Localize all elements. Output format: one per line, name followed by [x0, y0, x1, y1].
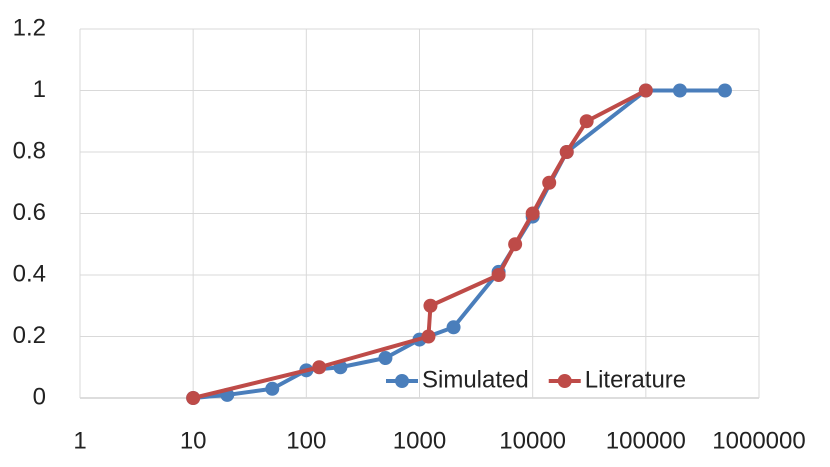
legend-marker — [395, 374, 409, 388]
data-point — [525, 206, 540, 221]
data-point — [672, 83, 687, 98]
y-tick-label: 1 — [33, 76, 46, 103]
data-point — [378, 351, 393, 366]
x-tick-label: 1 — [73, 427, 86, 454]
data-point — [265, 381, 280, 396]
series-line — [192, 88, 725, 400]
data-point — [186, 391, 201, 405]
data-point — [446, 320, 461, 335]
y-tick-label: 0.2 — [13, 322, 46, 349]
data-point — [579, 114, 594, 129]
y-tick-label: 0 — [33, 383, 46, 410]
legend-item: Literature — [548, 366, 686, 393]
data-point — [312, 360, 327, 375]
x-tick-label: 100000 — [606, 427, 686, 454]
x-tick-label: 1000 — [393, 427, 446, 454]
legend-label: Simulated — [422, 366, 529, 393]
data-point — [542, 175, 557, 190]
data-point — [638, 83, 653, 98]
data-point — [423, 298, 438, 313]
data-point — [717, 83, 732, 98]
x-tick-label: 100 — [286, 427, 326, 454]
x-tick-label: 10 — [180, 427, 207, 454]
y-tick-label: 1.2 — [13, 14, 46, 41]
legend-item: Simulated — [386, 366, 529, 393]
data-point — [559, 145, 574, 159]
y-tick-label: 0.8 — [13, 137, 46, 164]
x-tick-label: 10000 — [499, 427, 566, 454]
data-point — [421, 329, 436, 344]
legend-marker — [557, 374, 572, 388]
x-tick-label: 1000000 — [712, 427, 805, 454]
data-point — [508, 237, 523, 252]
y-tick-label: 0.6 — [13, 199, 46, 226]
data-point — [491, 268, 506, 282]
legend-label: Literature — [585, 366, 686, 393]
y-tick-label: 0.4 — [13, 260, 46, 287]
